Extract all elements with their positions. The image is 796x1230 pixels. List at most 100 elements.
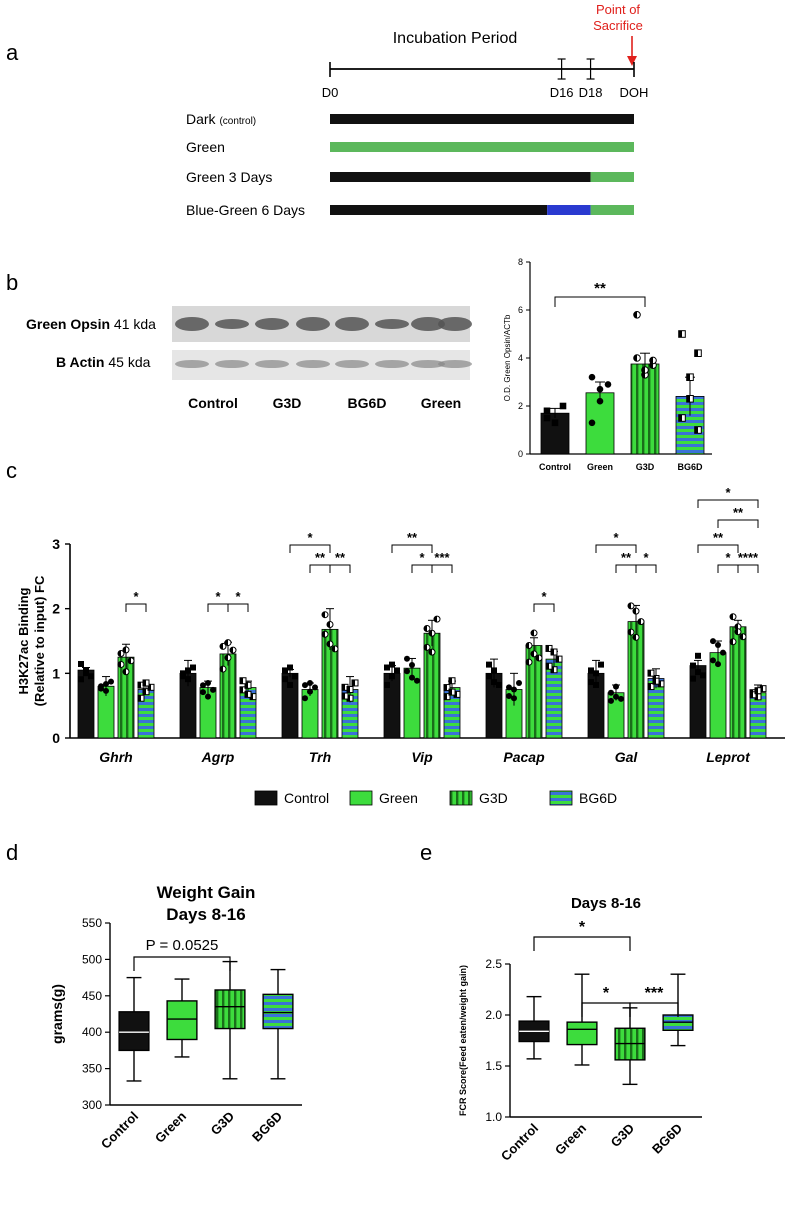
sacrifice-label-line1: Point of: [596, 2, 640, 17]
data-point: [205, 693, 211, 700]
x-tick-label: Ghrh: [99, 749, 132, 765]
significance-bracket: [207, 603, 229, 612]
data-point: [530, 650, 538, 658]
box: [118, 1011, 150, 1052]
significance-label: ****: [738, 550, 759, 565]
significance-bracket: [227, 603, 249, 612]
timeline-day-label: D0: [322, 85, 339, 100]
data-point: [729, 613, 737, 621]
timeline-row: Blue-Green 6 Days: [186, 202, 634, 218]
data-point: [754, 687, 762, 695]
data-point: [428, 629, 436, 637]
data-point: [384, 681, 390, 688]
data-point: [331, 645, 339, 653]
timeline-segment: [330, 114, 634, 124]
data-point: [326, 640, 334, 648]
legend-swatch: [549, 790, 573, 806]
data-point: [302, 682, 308, 689]
data-point: [749, 691, 757, 699]
data-point: [491, 667, 497, 674]
data-point: [632, 633, 640, 641]
data-point-half: [444, 684, 447, 691]
significance-bracket: [533, 603, 555, 612]
timeline-row-name: Dark: [186, 111, 217, 127]
timeline-row: Dark (control): [186, 111, 634, 127]
legend-label: Green: [379, 790, 418, 806]
data-point: [710, 638, 716, 645]
y-tick-label: 1.0: [485, 1110, 502, 1124]
timeline-row-name: Green 3 Days: [186, 169, 272, 185]
blot-band-actin: [438, 360, 472, 368]
box: [214, 989, 246, 1030]
data-point: [678, 414, 686, 422]
data-point: [346, 686, 354, 693]
y-tick-label: 500: [82, 952, 102, 966]
data-point-half: [694, 349, 698, 357]
data-point-half: [648, 670, 651, 677]
y-axis-title: O.D. Green Opsin/ACTb: [503, 314, 512, 401]
data-point-half: [327, 641, 330, 648]
data-point: [423, 625, 431, 633]
blot-band-actin: [335, 360, 369, 368]
data-point: [394, 667, 400, 674]
significance-label: *: [419, 550, 425, 565]
data-point: [287, 681, 293, 688]
data-point-half: [678, 330, 682, 338]
x-tick-label: Control: [539, 462, 571, 472]
data-point: [88, 673, 94, 680]
significance-bracket: [615, 564, 637, 573]
data-point: [108, 678, 114, 685]
data-point: [83, 670, 89, 677]
x-tick-label: Control: [498, 1121, 541, 1164]
significance-label: **: [335, 550, 346, 565]
timeline-ticks: D0 D16 D18 DOH: [322, 58, 648, 100]
data-point-half: [220, 643, 223, 650]
x-tick-label: BG6D: [677, 462, 703, 472]
data-point: [729, 638, 737, 646]
significance-bracket: [391, 544, 433, 553]
data-point: [292, 673, 298, 680]
data-point: [551, 419, 559, 427]
significance-bracket: [635, 564, 657, 573]
data-point-half: [118, 650, 121, 657]
data-point-half: [755, 687, 758, 694]
data-point: [78, 676, 84, 683]
data-point-half: [230, 647, 233, 654]
data-point: [185, 676, 191, 683]
data-point: [588, 419, 596, 427]
panel-d-letter: d: [6, 840, 18, 865]
data-point: [443, 693, 451, 701]
y-tick-label: 350: [82, 1062, 102, 1076]
blot-band-opsin: [296, 317, 330, 331]
data-point: [205, 680, 211, 687]
data-point-half: [143, 688, 146, 695]
significance-bracket: [125, 603, 147, 612]
chart-title: Days 8-16: [166, 905, 245, 924]
significance-label: *: [725, 485, 731, 500]
significance-bracket: [554, 296, 646, 307]
data-point: [511, 695, 517, 702]
data-point-half: [449, 689, 452, 696]
data-point: [185, 667, 191, 674]
data-point: [506, 693, 512, 700]
data-point: [404, 668, 410, 675]
data-point: [200, 682, 206, 689]
data-point: [200, 689, 206, 696]
data-point: [633, 311, 641, 319]
data-point-half: [434, 616, 437, 623]
significance-bracket: [717, 519, 759, 528]
data-point: [142, 679, 150, 687]
data-point-half: [648, 683, 651, 690]
data-point: [652, 677, 660, 685]
data-point: [103, 687, 109, 694]
blot-band-actin: [296, 360, 330, 368]
y-axis-title: H3K27ac Binding: [16, 587, 31, 694]
y-tick-label: 1: [52, 665, 60, 681]
significance-label: **: [713, 530, 724, 545]
data-point: [516, 679, 522, 686]
data-point-half: [347, 686, 350, 693]
box: [566, 1021, 598, 1046]
blot-band-opsin: [411, 317, 445, 331]
x-tick-label: BG6D: [249, 1109, 285, 1145]
data-point-half: [526, 642, 529, 649]
